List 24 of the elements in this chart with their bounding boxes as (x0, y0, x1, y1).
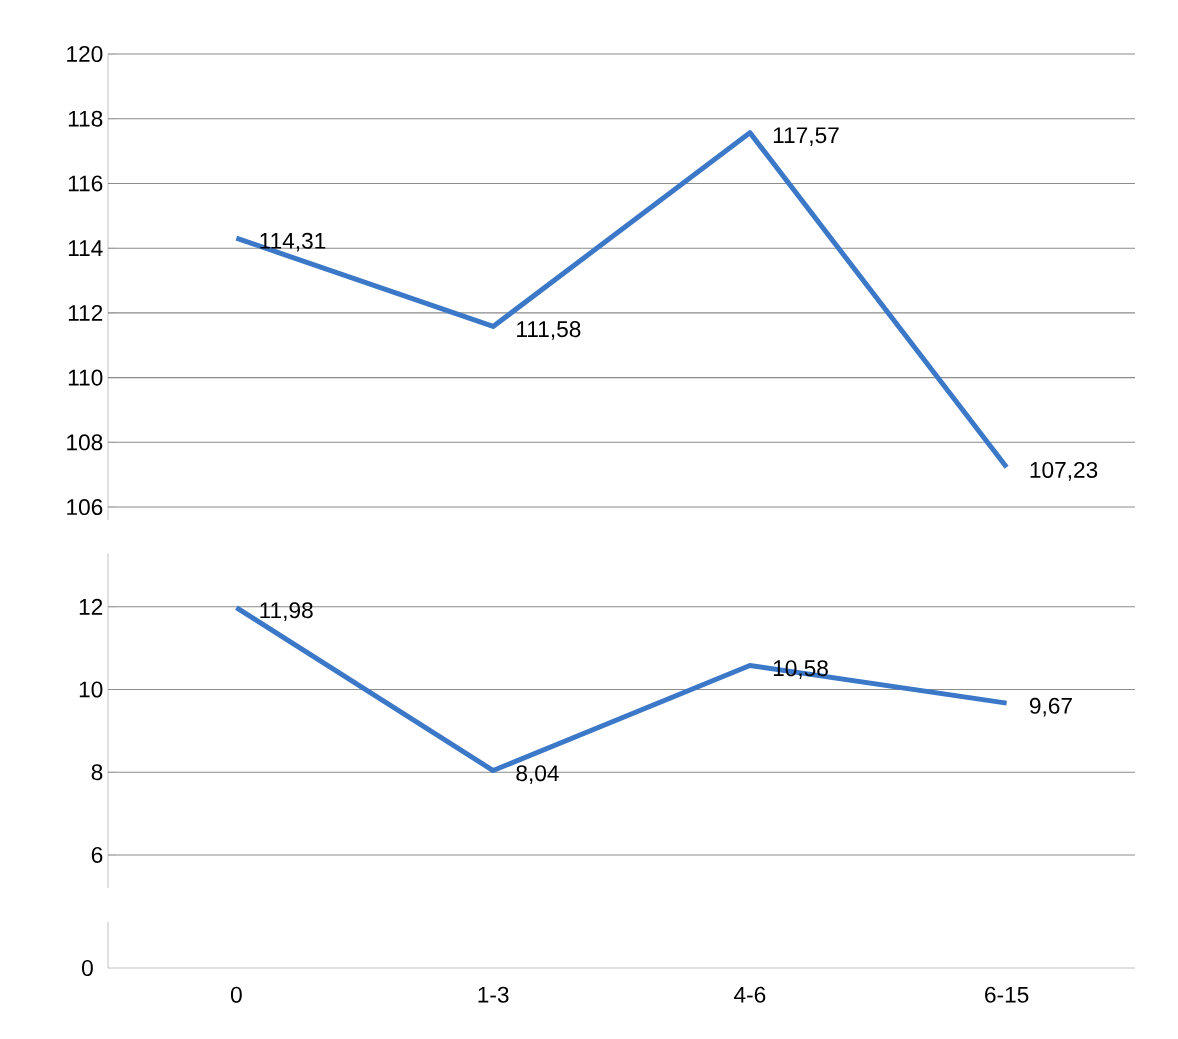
data-label: 111,58 (517, 321, 581, 340)
data-label: 8,04 (516, 765, 559, 784)
data-label: 9,67 (1029, 697, 1072, 717)
y-tick-label: 110 (68, 369, 103, 386)
y-tick-label: 8 (91, 764, 103, 781)
y-tick-label: 108 (67, 434, 103, 451)
y-tick-label: 116 (68, 175, 103, 192)
category-label: 0 (230, 986, 242, 1003)
y-tick-label: 120 (67, 45, 103, 63)
y-tick-label: 118 (68, 110, 103, 127)
y-tick-label: 6 (91, 846, 103, 863)
category-label: 6-15 (985, 986, 1029, 1003)
y-tick-label: 114 (68, 240, 103, 256)
y-tick-label: 112 (68, 304, 103, 321)
y-tick-label: 106 (67, 499, 103, 516)
data-label: 114,31 (260, 232, 326, 252)
category-label: 4-6 (734, 986, 766, 1003)
data-label: 117,57 (773, 127, 839, 146)
data-label: 11,98 (260, 602, 313, 621)
text: 0 (82, 959, 93, 977)
y-tick-label: 12 (79, 598, 103, 615)
category-label: 1-3 (478, 986, 509, 1003)
y-tick-label: 10 (79, 681, 103, 698)
data-label: 107,23 (1030, 461, 1098, 481)
